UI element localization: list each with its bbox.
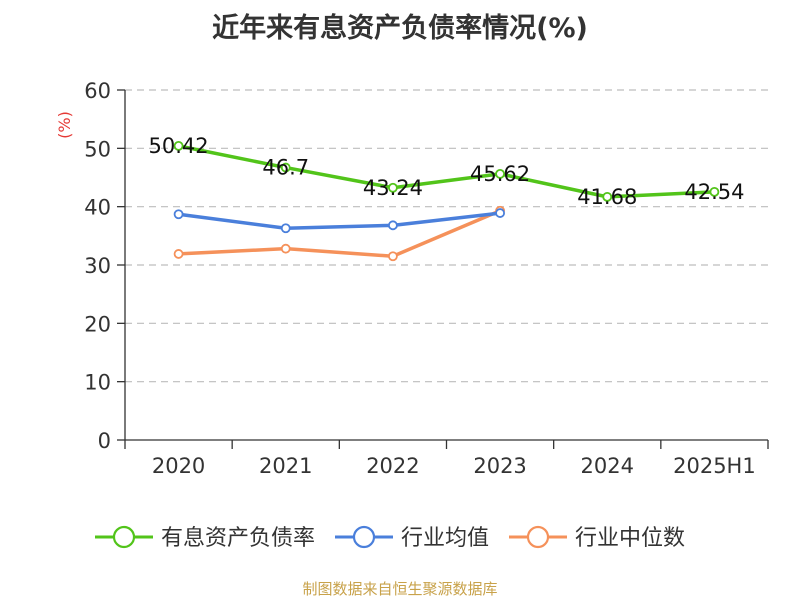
data-point [495,168,505,179]
data-label: 50.42 [149,134,209,158]
data-point [495,208,505,218]
series-line [178,144,715,199]
y-tick-label: 30 [84,254,111,278]
data-label: 43.24 [363,176,423,200]
legend-swatch-marker [112,525,136,549]
data-point [709,186,720,197]
data-point [280,223,291,234]
legend-swatch-marker [526,525,550,549]
grid-lines [125,89,768,383]
data-point [388,251,398,262]
x-tick-label: 2023 [473,454,526,478]
source-note: 制图数据来自恒生聚源数据库 [302,580,498,598]
legend: 有息资产负债率 行业均值 行业中位数 [95,525,685,551]
data-label: 41.68 [577,185,637,209]
legend-label: 行业中位数 [575,526,685,551]
legend-item: 行业均值 [335,525,489,551]
chart-title: 近年来有息资产负债率情况(%) [212,13,588,44]
legend-label: 行业均值 [401,526,489,551]
series-line [178,211,501,230]
data-point [602,191,613,202]
x-tick-label: 2022 [366,454,419,478]
y-tick-label: 60 [84,79,111,103]
data-point [173,140,184,151]
x-tick-label: 2021 [259,454,312,478]
y-tick-label: 10 [84,371,111,395]
data-label: 45.62 [470,162,530,186]
data-label: 42.54 [684,180,744,204]
series-layer [173,140,720,262]
data-point [388,182,398,193]
y-tick-label: 20 [84,312,111,336]
axes: 0 10 20 30 40 50 60 (%) 2020 2021 2022 2023 2024 2025… [55,79,769,478]
data-point [173,249,184,259]
y-tick-label: 50 [84,137,111,161]
y-tick-label: 0 [98,429,111,453]
x-tick-label: 2025H1 [673,454,756,478]
data-labels: 50.42 46.7 43.24 45.62 41.68 42.54 [149,134,745,209]
x-tick-label: 2024 [581,454,634,478]
data-point [280,243,291,254]
series-line [178,209,501,258]
x-tick-label: 2020 [152,454,205,478]
legend-swatch-marker [352,525,376,549]
data-label: 46.7 [262,156,309,180]
data-point [280,162,291,173]
legend-label: 有息资产负债率 [161,526,315,551]
y-axis-label: (%) [55,111,74,139]
y-tick-label: 40 [84,196,111,220]
data-point [388,220,398,231]
data-point [173,209,184,220]
legend-item: 有息资产负债率 [95,525,315,551]
legend-item: 行业中位数 [509,525,685,551]
